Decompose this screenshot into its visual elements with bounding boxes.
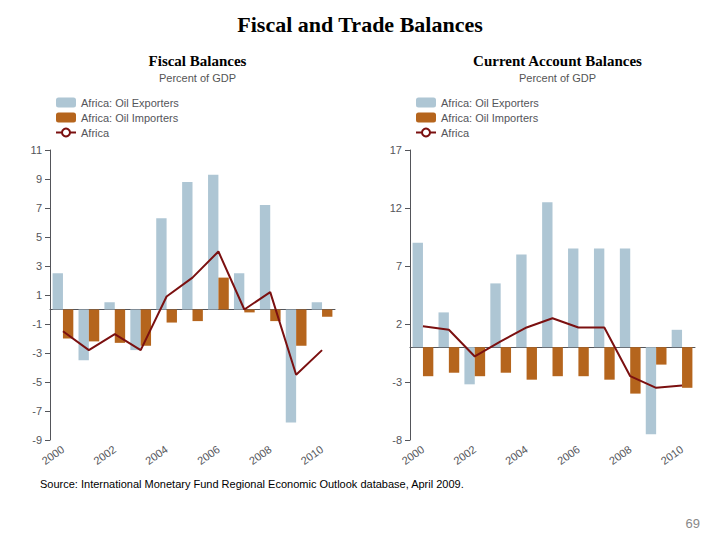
svg-text:7: 7 — [36, 202, 42, 214]
svg-text:2000: 2000 — [39, 443, 66, 467]
svg-text:5: 5 — [36, 231, 42, 243]
svg-text:17: 17 — [390, 144, 402, 156]
svg-text:Africa: Oil Exporters: Africa: Oil Exporters — [441, 97, 539, 109]
svg-text:2006: 2006 — [555, 443, 582, 467]
svg-text:-9: -9 — [32, 434, 42, 446]
svg-text:2008: 2008 — [607, 443, 634, 467]
svg-text:2004: 2004 — [503, 443, 530, 467]
svg-text:-1: -1 — [32, 318, 42, 330]
svg-text:2004: 2004 — [143, 443, 170, 467]
svg-text:Fiscal and Trade Balances: Fiscal and Trade Balances — [237, 12, 483, 37]
svg-text:-8: -8 — [392, 434, 402, 446]
svg-text:2002: 2002 — [91, 443, 118, 467]
svg-text:2006: 2006 — [195, 443, 222, 467]
svg-text:Africa: Oil Importers: Africa: Oil Importers — [81, 112, 179, 124]
svg-text:Africa: Africa — [441, 127, 470, 139]
svg-text:Percent of GDP: Percent of GDP — [519, 72, 596, 84]
svg-text:-3: -3 — [32, 347, 42, 359]
svg-text:7: 7 — [396, 260, 402, 272]
svg-text:-3: -3 — [392, 376, 402, 388]
svg-text:Africa: Africa — [81, 127, 110, 139]
svg-text:12: 12 — [390, 202, 402, 214]
svg-text:Africa: Oil Importers: Africa: Oil Importers — [441, 112, 539, 124]
svg-text:9: 9 — [36, 173, 42, 185]
svg-text:11: 11 — [31, 144, 42, 156]
svg-text:2: 2 — [396, 318, 402, 330]
svg-text:2008: 2008 — [247, 443, 274, 467]
svg-text:3: 3 — [36, 260, 42, 272]
svg-text:Current Account Balances: Current Account Balances — [473, 53, 642, 69]
svg-text:2010: 2010 — [299, 443, 326, 467]
svg-text:Africa: Oil Exporters: Africa: Oil Exporters — [81, 97, 179, 109]
svg-text:Source: International Monetary: Source: International Monetary Fund Regi… — [40, 478, 464, 490]
svg-text:2010: 2010 — [659, 443, 686, 467]
svg-text:-5: -5 — [32, 376, 42, 388]
svg-text:1: 1 — [36, 289, 42, 301]
svg-text:-7: -7 — [32, 405, 42, 417]
svg-text:Percent of GDP: Percent of GDP — [159, 72, 236, 84]
svg-text:2002: 2002 — [451, 443, 478, 467]
svg-text:2000: 2000 — [399, 443, 426, 467]
svg-text:Fiscal Balances: Fiscal Balances — [149, 53, 247, 69]
svg-text:69: 69 — [686, 516, 700, 531]
